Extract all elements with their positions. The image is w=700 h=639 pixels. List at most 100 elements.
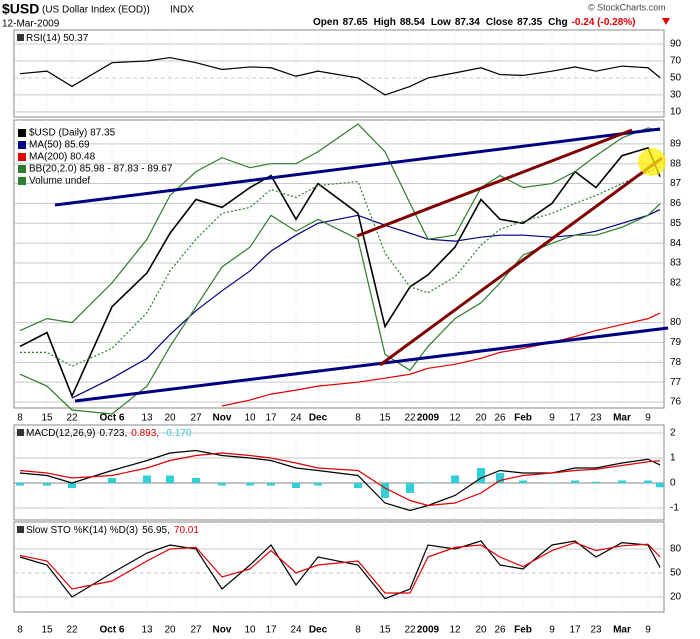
trend-lines xyxy=(54,127,669,403)
trend-line xyxy=(54,127,661,207)
down-arrow xyxy=(662,18,670,25)
panel-legend: MACD(12,26,9) 0.723, 0.893, -0.170 xyxy=(26,428,192,439)
histogram-bar xyxy=(592,481,600,483)
legend-label: 0.723, xyxy=(99,428,127,439)
x-tick-label: Feb xyxy=(514,413,532,424)
y-tick-label: 80 xyxy=(670,317,682,328)
legend-label: MA(200) 80.48 xyxy=(29,152,96,163)
legend-label: BB(20,2.0) 85.98 - 87.83 - 89.67 xyxy=(29,164,173,175)
y-tick-label: 85 xyxy=(670,218,682,229)
y-tick-label: 83 xyxy=(670,258,682,269)
histogram-bar xyxy=(218,483,226,486)
y-tick-label: 76 xyxy=(670,397,682,408)
x-tick-label: 8 xyxy=(355,413,361,424)
y-tick-label: 50 xyxy=(670,73,682,84)
y-tick-label: 77 xyxy=(670,377,682,388)
panel-frame xyxy=(13,29,665,118)
x-tick-label: 9 xyxy=(549,413,555,424)
security-name: (US Dollar Index (EOD)) xyxy=(42,5,150,16)
series-line xyxy=(19,449,661,512)
series-line xyxy=(19,146,661,399)
y-tick-label: -1 xyxy=(670,503,679,514)
y-tick-label: 87 xyxy=(670,178,682,189)
histogram-bar xyxy=(166,475,174,483)
series-line xyxy=(19,540,661,600)
x-tick-label: 9 xyxy=(645,625,651,636)
histogram-bar xyxy=(477,468,485,483)
histogram-bar xyxy=(314,483,322,486)
legend-swatch xyxy=(18,129,26,137)
quote-label: Close xyxy=(486,17,514,28)
panel-title: MACD(12,26,9) xyxy=(26,428,95,439)
legend-swatch xyxy=(18,153,26,161)
panel-title: Slow STO %K(14) %D(3) xyxy=(26,525,138,536)
band-line xyxy=(19,123,661,332)
y-tick-label: 79 xyxy=(670,337,682,348)
histogram-bar xyxy=(108,478,116,483)
band-line xyxy=(20,166,661,367)
histogram-bar xyxy=(192,478,200,483)
series-line xyxy=(19,541,661,594)
x-tick-label: 24 xyxy=(290,625,302,636)
legend-label: Volume undef xyxy=(29,176,90,187)
x-tick-label: 9 xyxy=(645,413,651,424)
x-tick-label: 23 xyxy=(590,413,602,424)
quote-value: 88.54 xyxy=(400,17,425,28)
histogram-bar xyxy=(267,483,275,486)
y-tick-label: 1 xyxy=(670,453,676,464)
x-tick-label: 22 xyxy=(66,625,78,636)
x-tick-label: 15 xyxy=(41,413,53,424)
y-tick-label: 78 xyxy=(670,357,682,368)
x-tick-label: 27 xyxy=(190,625,202,636)
x-tick-label: 23 xyxy=(590,625,602,636)
x-tick-label: 13 xyxy=(141,413,153,424)
legend-swatch xyxy=(17,429,24,436)
y-tick-label: 89 xyxy=(670,138,682,149)
symbol: $USD xyxy=(2,1,39,17)
histogram-bar xyxy=(354,483,362,488)
x-tick-label: 15 xyxy=(41,625,53,636)
x-tick-label: 8 xyxy=(17,625,23,636)
x-tick-label: 22 xyxy=(404,625,416,636)
panel-frame xyxy=(13,424,665,521)
series-line xyxy=(19,56,661,96)
x-tick-label: 2009 xyxy=(417,413,440,424)
trend-line xyxy=(356,128,633,238)
x-tick-label: 8 xyxy=(17,413,23,424)
x-tick-label: 24 xyxy=(290,413,302,424)
y-tick-label: 86 xyxy=(670,198,682,209)
band-line xyxy=(19,203,661,415)
quote-value: -0.24 (-0.28%) xyxy=(572,17,636,28)
x-tick-label: 12 xyxy=(449,413,461,424)
x-tick-label: 26 xyxy=(494,625,506,636)
x-tick-label: Dec xyxy=(309,413,328,424)
copyright: © StockCharts.com xyxy=(588,2,666,12)
panel-title: RSI(14) 50.37 xyxy=(26,33,89,44)
x-tick-label: Mar xyxy=(613,625,631,636)
x-tick-label: 17 xyxy=(265,625,277,636)
x-tick-label: 20 xyxy=(164,625,176,636)
series-line xyxy=(71,209,661,399)
x-tick-label: 9 xyxy=(549,625,555,636)
legend-swatch xyxy=(18,141,26,149)
y-tick-label: 50 xyxy=(670,568,682,579)
x-tick-label: Dec xyxy=(309,625,328,636)
y-tick-label: 82 xyxy=(670,278,682,289)
histogram-bar xyxy=(68,483,76,488)
histogram-bar xyxy=(656,483,664,488)
histogram-bar xyxy=(644,480,652,483)
legend-label: -0.170 xyxy=(163,428,192,439)
panel-legend: RSI(14) 50.37 xyxy=(26,33,89,44)
histogram-bar xyxy=(548,483,556,484)
x-tick-label: 26 xyxy=(494,413,506,424)
panel-frame xyxy=(13,521,665,613)
legend-label: $USD (Daily) 87.35 xyxy=(29,128,116,139)
quote-value: 87.34 xyxy=(455,17,480,28)
histogram-bar xyxy=(406,483,414,493)
series-line xyxy=(221,312,661,407)
quote-label: Open xyxy=(313,17,339,28)
histogram-bar xyxy=(16,483,24,486)
x-tick-label: 17 xyxy=(569,625,581,636)
